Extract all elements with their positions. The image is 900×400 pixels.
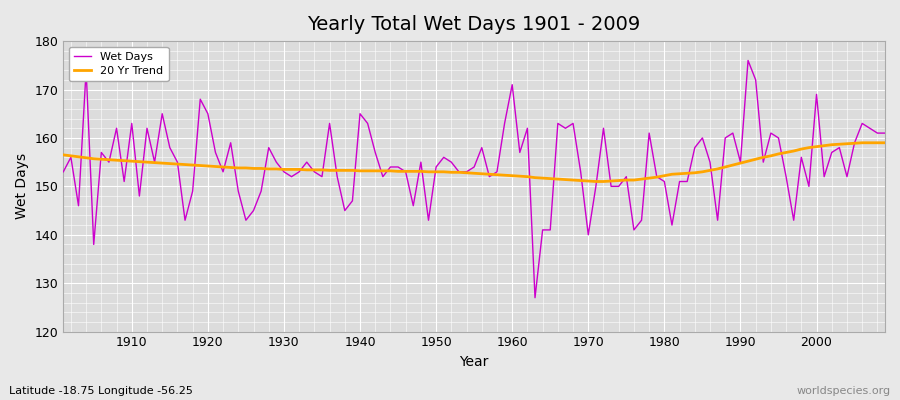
Line: 20 Yr Trend: 20 Yr Trend [63,143,885,182]
Text: Latitude -18.75 Longitude -56.25: Latitude -18.75 Longitude -56.25 [9,386,193,396]
Wet Days [529,295,540,300]
Wet Days [119,179,130,184]
20 Yr Trend [119,158,130,163]
20 Yr Trend [332,168,343,173]
20 Yr Trend [507,173,517,178]
Text: worldspecies.org: worldspecies.org [796,386,891,396]
Wet Days [500,121,510,126]
Wet Days [742,58,753,63]
Line: Wet Days: Wet Days [63,60,885,298]
X-axis label: Year: Year [460,355,489,369]
20 Yr Trend [58,152,68,157]
Wet Days [58,170,68,174]
20 Yr Trend [606,179,616,184]
Wet Days [507,82,517,87]
20 Yr Trend [879,140,890,145]
20 Yr Trend [286,167,297,172]
20 Yr Trend [590,179,601,184]
Wet Days [286,174,297,179]
Wet Days [332,174,343,179]
Wet Days [879,131,890,136]
Legend: Wet Days, 20 Yr Trend: Wet Days, 20 Yr Trend [68,47,168,81]
20 Yr Trend [500,173,510,178]
Title: Yearly Total Wet Days 1901 - 2009: Yearly Total Wet Days 1901 - 2009 [308,15,641,34]
Y-axis label: Wet Days: Wet Days [15,153,29,220]
20 Yr Trend [857,140,868,145]
Wet Days [606,184,616,189]
